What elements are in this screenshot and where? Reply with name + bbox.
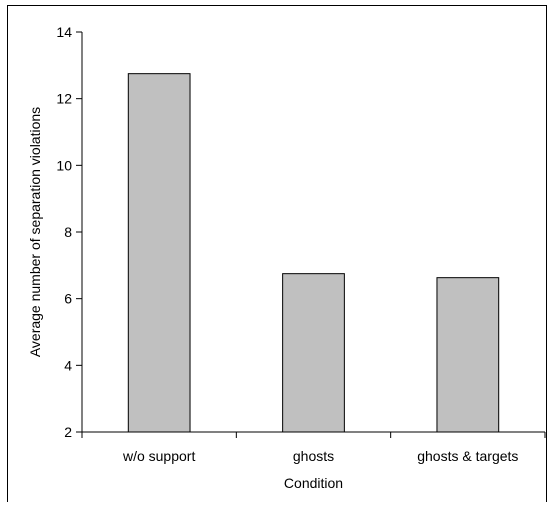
x-axis-title: Condition	[284, 475, 343, 491]
y-axis-title: Average number of separation violations	[27, 107, 43, 357]
bar	[436, 277, 500, 433]
bars	[127, 73, 500, 433]
y-tick-label: 6	[64, 291, 72, 307]
y-tick-label: 4	[64, 357, 72, 373]
y-tick-label: 8	[64, 224, 72, 240]
y-tick-label: 14	[56, 24, 72, 40]
y-tick-label: 12	[56, 91, 72, 107]
bar	[127, 73, 191, 433]
x-tick-label: ghosts & targets	[417, 448, 518, 464]
x-tick-label: w/o support	[122, 448, 195, 464]
x-axis: w/o support ghosts ghosts & targets	[81, 431, 546, 464]
y-tick-label: 2	[64, 424, 72, 440]
y-axis: 2 4 6 8 10 12 14	[56, 24, 83, 440]
x-tick-label: ghosts	[293, 448, 334, 464]
y-tick-label: 10	[56, 157, 72, 173]
bar	[282, 273, 345, 433]
